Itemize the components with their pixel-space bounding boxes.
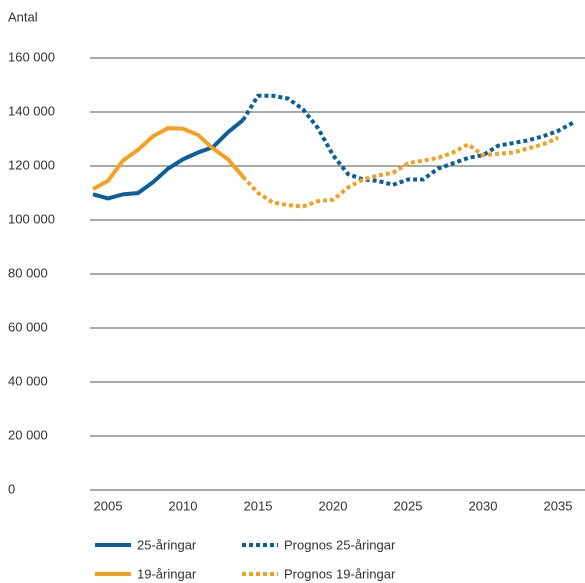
y-tick-label: 140 000 bbox=[8, 103, 55, 118]
legend-label: 25-åringar bbox=[137, 537, 197, 552]
x-tick-label: 2005 bbox=[94, 498, 123, 513]
line-series bbox=[92, 118, 245, 201]
y-tick-label: 0 bbox=[8, 481, 15, 496]
y-tick-label: 60 000 bbox=[8, 319, 48, 334]
legend-label: Prognos 25-åringar bbox=[284, 537, 396, 552]
line-series bbox=[92, 126, 245, 191]
legend-label: Prognos 19-åringar bbox=[284, 566, 396, 581]
y-axis-label: Antal bbox=[8, 9, 38, 24]
y-tick-label: 100 000 bbox=[8, 211, 55, 226]
x-tick-label: 2030 bbox=[469, 498, 498, 513]
y-tick-label: 160 000 bbox=[8, 49, 55, 64]
x-tick-label: 2035 bbox=[544, 498, 573, 513]
x-tick-label: 2010 bbox=[169, 498, 198, 513]
line-series bbox=[241, 93, 574, 187]
x-tick-label: 2020 bbox=[319, 498, 348, 513]
y-tick-label: 120 000 bbox=[8, 157, 55, 172]
line-series bbox=[241, 135, 559, 209]
x-tick-label: 2015 bbox=[244, 498, 273, 513]
y-tick-label: 80 000 bbox=[8, 265, 48, 280]
x-tick-label: 2025 bbox=[394, 498, 423, 513]
y-tick-label: 20 000 bbox=[8, 427, 48, 442]
legend-label: 19-åringar bbox=[137, 566, 197, 581]
y-tick-label: 40 000 bbox=[8, 373, 48, 388]
